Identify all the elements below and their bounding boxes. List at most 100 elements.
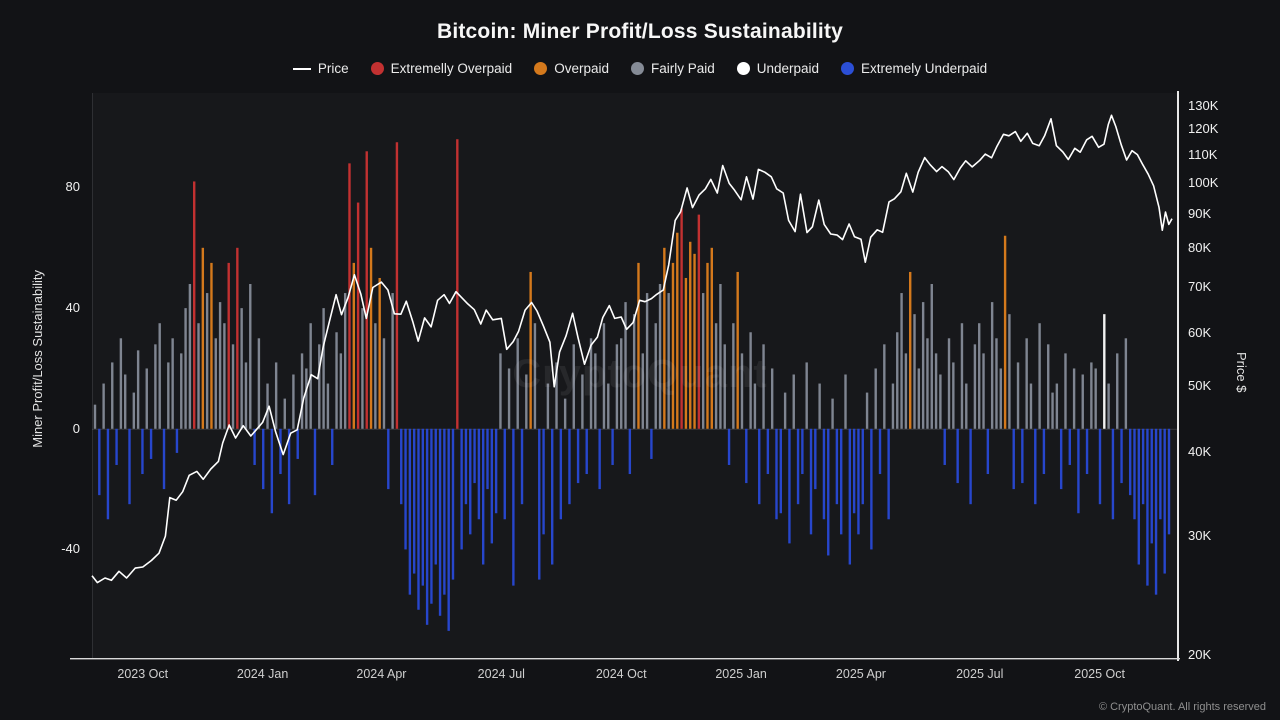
sustainability-bar [1094,368,1097,429]
right-axis-spine [1177,91,1179,661]
x-tick-label: 2024 Oct [595,667,647,681]
price-line [91,114,1173,584]
sustainability-bar [680,208,683,429]
sustainability-bar [382,338,386,429]
sustainability-bar [520,428,524,505]
sustainability-bar [494,428,498,514]
sustainability-bar [589,338,593,429]
sustainability-bar [831,398,834,429]
sustainability-bar [274,362,278,429]
sustainability-bar [512,428,515,586]
right-tick-label: 30K [1188,528,1212,544]
sustainability-bar [723,344,726,429]
sustainability-bar [775,428,778,520]
sustainability-bar [538,428,541,580]
legend-item-extremely-underpaid[interactable]: Extremely Underpaid [841,61,987,76]
sustainability-bar [158,323,161,429]
right-tick-label: 90K [1188,205,1212,221]
sustainability-bar [921,302,925,429]
sustainability-bar [926,338,929,429]
sustainability-bar [132,392,136,429]
sustainability-bar [318,344,321,429]
legend-label: Underpaid [756,61,820,76]
right-tick-label: 120K [1188,121,1219,137]
legend-item-fairly-paid[interactable]: Fairly Paid [630,61,715,76]
sustainability-bar [663,247,666,429]
sustainability-bar [710,247,713,429]
sustainability-bar [956,428,959,484]
sustainability-bar [844,374,847,429]
overpaid-marker-icon [534,62,548,75]
sustainability-bar [201,247,205,429]
sustainability-bar [563,398,567,429]
legend-item-overpaid[interactable]: Overpaid [534,61,609,76]
sustainability-bar [240,308,243,429]
sustainability-bar [697,214,701,429]
sustainability-bar [167,362,170,429]
sustainability-bar [870,428,873,550]
sustainability-bar [568,428,571,505]
sustainability-bar [106,428,110,520]
sustainability-bar [352,262,355,429]
sustainability-bar [572,344,575,429]
sustainability-bar [296,428,299,459]
sustainability-bar [421,428,425,586]
sustainability-bar [779,428,783,514]
sustainability-bar [1107,383,1110,429]
sustainability-bar [231,344,235,429]
price-marker-icon [292,67,311,70]
sustainability-bar [766,428,770,475]
sustainability-bar [205,293,209,429]
x-tick-label: 2025 Jan [715,667,767,681]
sustainability-bar [546,383,550,429]
sustainability-bar [594,353,597,429]
sustainability-bar [650,428,653,459]
extremely-underpaid-marker-icon [841,62,855,75]
legend-item-underpaid[interactable]: Underpaid [736,61,820,76]
sustainability-bar [1068,428,1071,465]
sustainability-bar [796,428,800,505]
sustainability-bar [637,262,640,429]
sustainability-bar [1047,344,1050,429]
sustainability-bar [162,428,166,490]
sustainability-bar [486,428,489,490]
x-tick-label: 2025 Apr [835,667,886,681]
sustainability-bar [218,302,222,429]
sustainability-bar [98,428,101,496]
sustainability-bar [818,383,821,429]
sustainability-bar [839,428,843,535]
sustainability-bar [279,428,282,475]
sustainability-bar [861,428,864,505]
x-tick-label: 2024 Jul [477,667,525,681]
sustainability-bar [369,247,373,429]
sustainability-bar [387,428,390,490]
sustainability-bar [598,428,601,490]
legend-item-extremely-overpaid[interactable]: Extremelly Overpaid [370,61,512,76]
fairly-paid-marker-icon [630,62,644,75]
sustainability-bar [1003,235,1007,429]
sustainability-bar [262,428,265,490]
sustainability-bar [404,428,407,550]
sustainability-bar [878,428,882,475]
sustainability-bar [900,293,903,429]
sustainability-bar [783,392,787,429]
sustainability-bar [236,247,239,429]
sustainability-bar [978,323,981,429]
sustainability-bar [727,428,731,465]
sustainability-bar [805,362,808,429]
sustainability-bar [611,428,614,465]
sustainability-bar [111,362,114,429]
legend-label: Fairly Paid [650,61,715,76]
sustainability-bar [473,428,476,484]
sustainability-bar [753,383,757,429]
sustainability-bar [714,323,718,429]
right-axis-title: Price $ [1234,352,1249,393]
legend-item-price[interactable]: Price [292,61,349,76]
sustainability-bar [1146,428,1149,586]
sustainability-bar [671,262,675,429]
sustainability-bar [995,338,998,429]
right-tick-label: 100K [1188,174,1219,190]
sustainability-bar [197,323,200,429]
sustainability-bar [223,323,226,429]
